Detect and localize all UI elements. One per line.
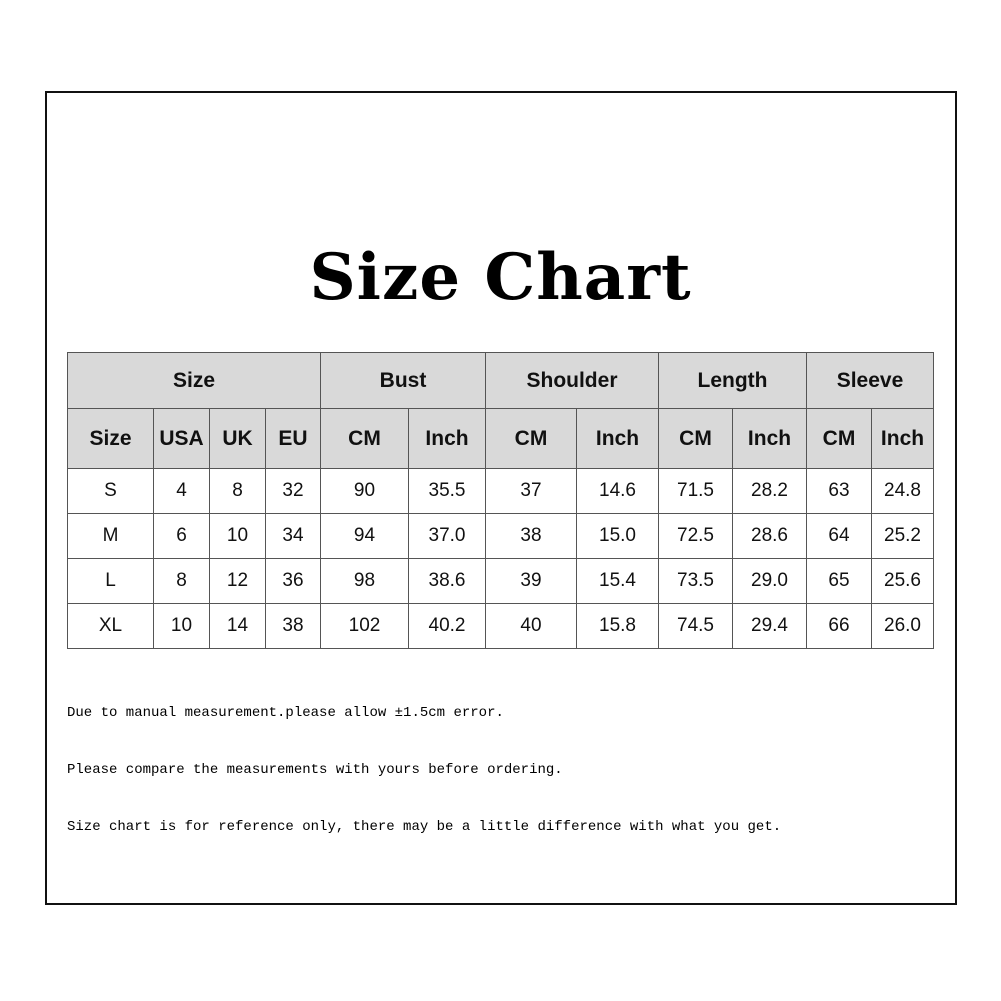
- table-cell: 28.6: [732, 513, 807, 559]
- sub-header: CM: [806, 408, 872, 469]
- notes: Due to manual measurement.please allow ±…: [67, 666, 781, 856]
- note-line: Size chart is for reference only, there …: [67, 819, 782, 835]
- group-header: Bust: [320, 352, 486, 409]
- table-cell: 8: [209, 468, 266, 514]
- table-cell: 8: [153, 558, 210, 604]
- sub-header: Inch: [408, 408, 486, 469]
- sub-header: Inch: [871, 408, 934, 469]
- table-cell: L: [67, 558, 154, 604]
- table-cell: 25.6: [871, 558, 934, 604]
- table-cell: 29.0: [732, 558, 807, 604]
- table-cell: 38.6: [408, 558, 486, 604]
- table-cell: 38: [265, 603, 321, 649]
- table-cell: 73.5: [658, 558, 733, 604]
- table-cell: 35.5: [408, 468, 486, 514]
- table-cell: 66: [806, 603, 872, 649]
- table-cell: S: [67, 468, 154, 514]
- table-cell: 15.4: [576, 558, 659, 604]
- table-cell: 72.5: [658, 513, 733, 559]
- sub-header: CM: [485, 408, 577, 469]
- sub-header: CM: [320, 408, 409, 469]
- table-cell: 14.6: [576, 468, 659, 514]
- table-row: XL 10 14 38 102 40.2 40 15.8 74.5 29.4 66 26.0: [67, 603, 934, 649]
- table-row: L 8 12 36 98 38.6 39 15.4 73.5 29.0 65 25.6: [67, 558, 934, 604]
- table-cell: 65: [806, 558, 872, 604]
- table-cell: 10: [153, 603, 210, 649]
- table-cell: XL: [67, 603, 154, 649]
- group-header: Length: [658, 352, 807, 409]
- table-cell: 64: [806, 513, 872, 559]
- table-cell: 24.8: [871, 468, 934, 514]
- table-cell: 6: [153, 513, 210, 559]
- note-line: Please compare the measurements with you…: [67, 762, 563, 778]
- table-cell: 15.0: [576, 513, 659, 559]
- group-header: Size: [67, 352, 321, 409]
- table-cell: 4: [153, 468, 210, 514]
- table-cell: 94: [320, 513, 409, 559]
- sub-header: Inch: [576, 408, 659, 469]
- table-cell: 28.2: [732, 468, 807, 514]
- page-title: Size Chart: [309, 240, 692, 315]
- table-cell: 40: [485, 603, 577, 649]
- table-cell: 37: [485, 468, 577, 514]
- size-table: Size Bust Shoulder Length Sleeve Size USA…: [67, 352, 934, 649]
- sub-header: Size: [67, 408, 154, 469]
- table-cell: 40.2: [408, 603, 486, 649]
- table-cell: 39: [485, 558, 577, 604]
- table-cell: 74.5: [658, 603, 733, 649]
- table-cell: 15.8: [576, 603, 659, 649]
- sub-header: USA: [153, 408, 210, 469]
- table-cell: 26.0: [871, 603, 934, 649]
- table-cell: 12: [209, 558, 266, 604]
- sub-header-row: Size USA UK EU CM Inch CM Inch CM Inch CM Inch: [67, 408, 934, 469]
- sub-header: CM: [658, 408, 733, 469]
- table-cell: 29.4: [732, 603, 807, 649]
- sub-header: Inch: [732, 408, 807, 469]
- table-cell: 38: [485, 513, 577, 559]
- group-header: Sleeve: [806, 352, 934, 409]
- page-frame: [45, 91, 957, 905]
- table-cell: 25.2: [871, 513, 934, 559]
- sub-header: EU: [265, 408, 321, 469]
- sub-header: UK: [209, 408, 266, 469]
- table-cell: 63: [806, 468, 872, 514]
- table-row: M 6 10 34 94 37.0 38 15.0 72.5 28.6 64 25.2: [67, 513, 934, 559]
- table-cell: 71.5: [658, 468, 733, 514]
- note-line: Due to manual measurement.please allow ±…: [67, 705, 504, 721]
- table-cell: 34: [265, 513, 321, 559]
- table-cell: 102: [320, 603, 409, 649]
- group-header-row: Size Bust Shoulder Length Sleeve: [67, 352, 934, 409]
- table-cell: 90: [320, 468, 409, 514]
- table-row: S 4 8 32 90 35.5 37 14.6 71.5 28.2 63 24.8: [67, 468, 934, 514]
- table-cell: 10: [209, 513, 266, 559]
- table-cell: 37.0: [408, 513, 486, 559]
- table-cell: M: [67, 513, 154, 559]
- table-cell: 32: [265, 468, 321, 514]
- table-cell: 36: [265, 558, 321, 604]
- table-cell: 14: [209, 603, 266, 649]
- table-cell: 98: [320, 558, 409, 604]
- group-header: Shoulder: [485, 352, 659, 409]
